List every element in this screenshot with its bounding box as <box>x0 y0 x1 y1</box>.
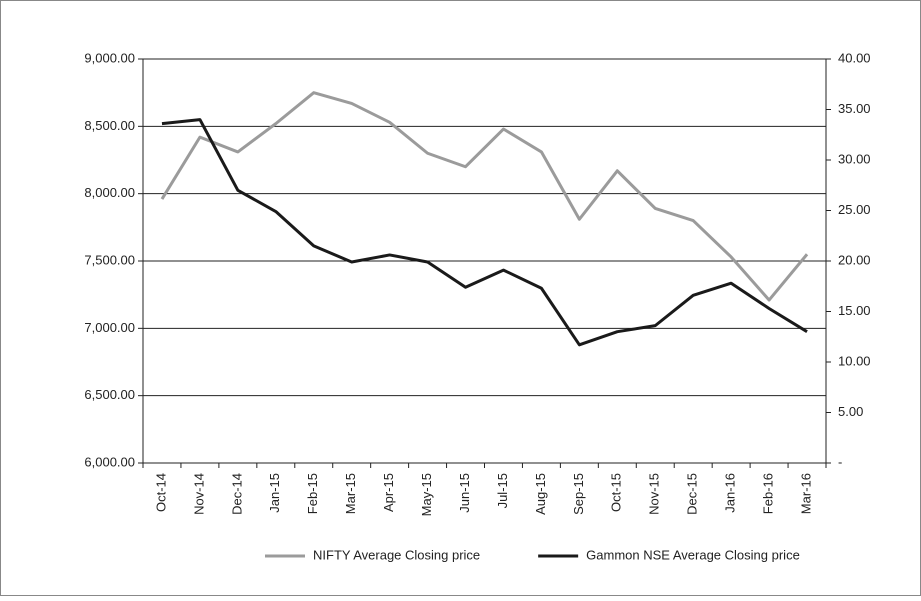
x-tick-label: Jan-16 <box>723 473 738 513</box>
x-tick-label: Dec-14 <box>229 473 244 515</box>
x-tick-label: Jun-15 <box>457 473 472 513</box>
legend-label: NIFTY Average Closing price <box>313 547 480 562</box>
y2-tick-label: 5.00 <box>838 404 863 419</box>
x-tick-label: Dec-15 <box>685 473 700 515</box>
x-tick-label: Feb-16 <box>761 473 776 514</box>
x-tick-label: Oct-14 <box>153 473 168 512</box>
y-tick-label: 6,500.00 <box>84 387 135 402</box>
x-tick-label: Apr-15 <box>381 473 396 512</box>
y-tick-label: 9,000.00 <box>84 50 135 65</box>
y2-tick-label: 10.00 <box>838 353 871 368</box>
y-tick-label: 6,000.00 <box>84 454 135 469</box>
x-tick-label: Mar-16 <box>798 473 813 514</box>
x-tick-label: Aug-15 <box>533 473 548 515</box>
y-tick-label: 8,000.00 <box>84 185 135 200</box>
y2-tick-label: 25.00 <box>838 202 871 217</box>
x-tick-label: Nov-14 <box>191 473 206 515</box>
series-line <box>161 118 808 347</box>
y2-tick-label: - <box>838 454 842 469</box>
x-tick-label: Jul-15 <box>495 473 510 508</box>
y-tick-label: 7,000.00 <box>84 320 135 335</box>
series-line <box>160 91 809 302</box>
x-tick-label: Feb-15 <box>305 473 320 514</box>
y2-tick-label: 35.00 <box>838 101 871 116</box>
x-tick-label: Oct-15 <box>609 473 624 512</box>
x-tick-label: Nov-15 <box>647 473 662 515</box>
y2-tick-label: 40.00 <box>838 50 871 65</box>
x-tick-label: May-15 <box>419 473 434 516</box>
x-tick-label: Jan-15 <box>267 473 282 513</box>
y2-tick-label: 30.00 <box>838 151 871 166</box>
y2-tick-label: 15.00 <box>838 303 871 318</box>
x-tick-label: Mar-15 <box>343 473 358 514</box>
x-tick-label: Sep-15 <box>571 473 586 515</box>
y2-tick-label: 20.00 <box>838 252 871 267</box>
y-tick-label: 8,500.00 <box>84 118 135 133</box>
legend-label: Gammon NSE Average Closing price <box>586 547 800 562</box>
y-tick-label: 7,500.00 <box>84 252 135 267</box>
